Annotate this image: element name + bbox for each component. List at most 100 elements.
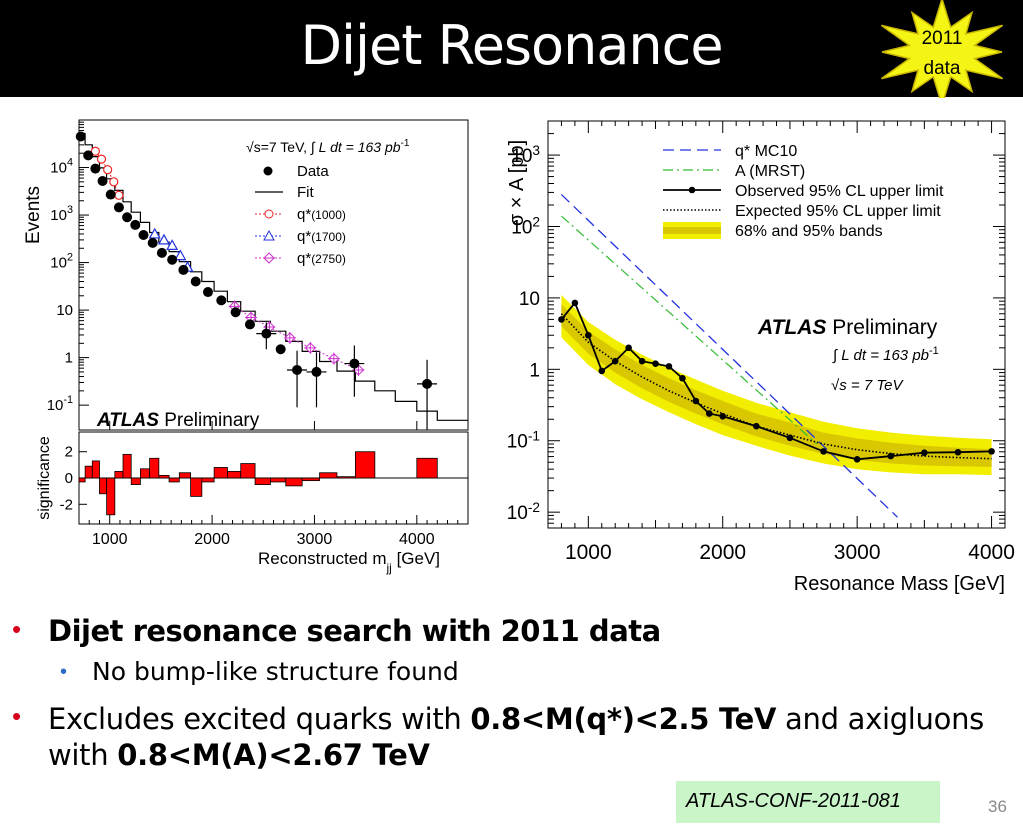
- left-signal-line: [95, 150, 120, 196]
- left-signal-marker: [157, 233, 170, 245]
- left-significance-bar: [168, 477, 180, 483]
- left-data-point: [83, 150, 94, 161]
- left-legend-energy: √s=7 TeV, ∫ L dt = 163 pb-1: [246, 138, 410, 155]
- right-legend-label: q* MC10: [735, 143, 797, 160]
- right-observed-point: [753, 422, 760, 430]
- bullet-marker-3: •: [12, 701, 22, 731]
- left-significance-bar: [91, 460, 100, 479]
- left-ytick-label: 10: [56, 302, 73, 319]
- left-signal-marker: [166, 239, 179, 250]
- left-signal-marker: [148, 227, 161, 239]
- right-legend-observed-marker: [688, 186, 696, 194]
- left-data-point: [105, 189, 116, 200]
- left-significance-bar: [158, 474, 170, 479]
- left-significance-bar: [106, 477, 116, 516]
- left-significance-tick-label: 2: [65, 444, 73, 461]
- left-legend-signal-marker: [263, 252, 275, 264]
- left-legend-label: q*(2750): [297, 250, 346, 267]
- left-data-point: [275, 344, 286, 355]
- left-significance-bar: [240, 463, 256, 479]
- left-data-point: [261, 328, 272, 339]
- right-observed-point: [853, 455, 861, 463]
- starburst-badge: 2011 data: [880, 0, 1004, 98]
- bullet-3-qstar-range: 0.8<M(q*)<2.5 TeV: [470, 702, 777, 736]
- right-legend-label: Expected 95% CL upper limit: [735, 203, 941, 220]
- right-xtick-label: 4000: [968, 541, 1015, 564]
- left-significance-bar: [84, 465, 93, 479]
- bullet-3: Excludes excited quarks with 0.8<M(q*)<2…: [48, 701, 998, 773]
- left-significance-bar: [140, 468, 151, 479]
- left-data-point: [156, 247, 167, 258]
- left-signal-marker: [109, 177, 119, 187]
- left-data-point: [147, 237, 158, 248]
- right-observed-point: [598, 367, 606, 375]
- right-observed-point: [820, 448, 827, 455]
- right-observed-point: [719, 412, 727, 420]
- left-significance-bar: [178, 472, 191, 479]
- page-number: 36: [988, 797, 1007, 816]
- right-ytick-label: 102: [511, 214, 540, 238]
- left-data-point: [216, 295, 227, 306]
- bullet-3-text-b: and axigluons: [776, 702, 984, 736]
- left-significance-ylabel: significance: [36, 436, 53, 520]
- left-significance-bar: [99, 477, 108, 495]
- right-legend-band-inner: [663, 227, 721, 234]
- left-chart-background: [0, 108, 490, 583]
- right-observed-point: [705, 410, 713, 417]
- left-significance-bar: [254, 477, 271, 485]
- left-xlabel: Reconstructed mjj [GeV]: [258, 549, 440, 575]
- left-xtick-label: 3000: [297, 531, 333, 548]
- right-observed-point: [638, 357, 646, 365]
- left-ytick-label: 10-1: [47, 394, 73, 414]
- right-observed-point: [665, 363, 673, 370]
- right-observed-point: [652, 360, 659, 367]
- right-atlas-label: ATLAS Preliminary: [757, 316, 938, 339]
- right-ytick-label: 1: [529, 360, 540, 381]
- right-observed-point: [921, 449, 928, 457]
- left-data-point: [97, 176, 108, 187]
- left-significance-bar: [416, 457, 438, 479]
- left-data-point: [202, 287, 213, 298]
- left-ytick-label: 104: [50, 157, 73, 177]
- slide-title: Dijet Resonance: [300, 14, 723, 77]
- left-significance-bar: [114, 471, 124, 479]
- right-observed-point: [571, 299, 579, 307]
- left-legend-label: q*(1700): [297, 228, 346, 245]
- left-data-point: [138, 230, 149, 241]
- left-significance-bar: [270, 477, 287, 483]
- left-data-point: [130, 219, 141, 230]
- left-significance-bar: [354, 451, 376, 479]
- left-significance-bar: [227, 471, 242, 479]
- left-legend-label: q*(1000): [297, 206, 346, 223]
- right-observed-point: [887, 452, 895, 460]
- left-data-point: [230, 307, 241, 318]
- right-observed-point: [988, 448, 995, 455]
- left-significance-bar: [122, 453, 132, 479]
- badge-line-1: 2011: [922, 28, 963, 49]
- left-data-point: [122, 212, 133, 223]
- right-chart-background: [493, 108, 1023, 598]
- bullet-3-axigluon-range: 0.8<M(A)<2.67 TeV: [117, 738, 430, 772]
- left-data-point: [113, 202, 124, 213]
- right-observed-point: [692, 397, 700, 405]
- left-plot-frame: [78, 119, 469, 431]
- left-signal-marker: [174, 249, 187, 261]
- right-observed-point: [611, 357, 619, 365]
- right-observed-point: [625, 344, 632, 352]
- left-signal-marker: [327, 352, 340, 365]
- right-legend-label: 68% and 95% bands: [735, 223, 883, 240]
- right-ytick-label: 10-2: [507, 500, 540, 524]
- left-atlas-label: ATLAS Preliminary: [96, 410, 260, 431]
- reference-text: ATLAS-CONF-2011-081: [686, 790, 901, 812]
- left-legend-data-marker: [263, 166, 273, 176]
- right-observed-point: [679, 374, 686, 382]
- right-legend-label: A (MRST): [735, 163, 805, 180]
- bullet-3-text-c: with: [48, 738, 118, 772]
- left-ytick-label: 103: [50, 204, 73, 224]
- left-legend-signal-marker: [264, 209, 274, 219]
- left-signal-marker: [283, 331, 296, 344]
- right-observed-point: [558, 316, 565, 323]
- left-significance-bar: [201, 477, 215, 483]
